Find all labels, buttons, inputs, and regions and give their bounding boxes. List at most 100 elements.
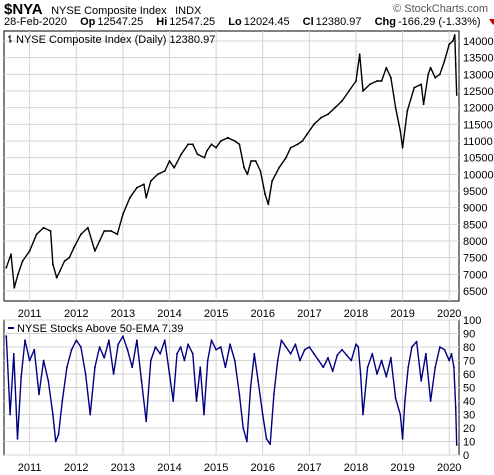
data-point — [226, 136, 229, 139]
x-tick-label: 2014 — [157, 308, 181, 320]
data-point — [434, 76, 437, 79]
data-point — [257, 379, 259, 382]
data-point — [183, 359, 186, 362]
data-point — [443, 60, 446, 62]
data-point — [68, 256, 71, 259]
data-point — [136, 186, 138, 189]
data-point — [191, 143, 194, 146]
data-point — [350, 359, 353, 362]
data-point — [362, 413, 364, 416]
data-point — [362, 90, 364, 92]
x-tick-label: 2012 — [64, 462, 88, 474]
breadth-legend: NYSE Stocks Above 50-EMA 7.39 — [17, 323, 183, 335]
data-point — [422, 103, 425, 106]
y-tick-label: 11000 — [463, 136, 493, 148]
data-point — [112, 373, 115, 375]
data-point — [5, 266, 8, 269]
data-point — [294, 343, 297, 346]
data-point — [203, 156, 206, 159]
open-label: Op — [80, 16, 96, 28]
data-point — [267, 203, 270, 206]
data-point — [313, 352, 315, 355]
x-tick-label: 2018 — [344, 462, 368, 474]
data-point — [369, 83, 371, 86]
data-point — [117, 343, 120, 346]
data-point — [149, 180, 152, 182]
data-point — [21, 260, 24, 262]
high-value: 12547.25 — [169, 16, 216, 28]
close-value: 12380.97 — [315, 16, 362, 28]
data-point — [75, 339, 78, 342]
y-tick-label: 10500 — [463, 153, 494, 165]
data-point — [238, 143, 241, 146]
data-point — [210, 339, 213, 342]
y-tick-label: 12000 — [463, 103, 494, 115]
x-tick-label: 2015 — [204, 308, 228, 320]
x-tick-label: 2016 — [250, 462, 274, 474]
data-point — [385, 375, 388, 378]
data-point — [156, 173, 159, 176]
y-tick-label: 13000 — [463, 69, 494, 81]
data-point — [206, 359, 209, 362]
data-point — [366, 366, 369, 369]
data-point — [376, 373, 378, 375]
data-point — [38, 393, 40, 396]
data-point — [280, 339, 283, 342]
data-point — [10, 253, 12, 256]
data-point — [229, 343, 232, 346]
data-point — [406, 110, 409, 112]
data-point — [80, 233, 82, 236]
x-tick-label: 2016 — [250, 308, 274, 320]
data-point — [122, 335, 124, 338]
x-tick-label: 2012 — [64, 308, 88, 320]
data-point — [210, 143, 213, 146]
data-point — [341, 100, 343, 102]
data-point — [33, 348, 36, 351]
x-tick-label: 2013 — [111, 308, 135, 320]
data-point — [242, 427, 245, 429]
data-point — [411, 346, 413, 348]
data-point — [429, 66, 432, 69]
data-point — [341, 348, 343, 351]
quote-row: 28-Feb-2020 Op 12547.25 Hi 12547.25 Lo 1202… — [4, 16, 494, 30]
ticker-symbol: $NYA — [4, 1, 43, 18]
data-point — [89, 413, 92, 416]
data-point — [390, 76, 392, 79]
data-point — [327, 356, 329, 359]
data-point — [98, 240, 101, 242]
data-point — [355, 343, 357, 346]
x-tick-label: 2020 — [437, 462, 461, 474]
y-tick-label: 0 — [463, 450, 469, 462]
high-label: Hi — [156, 16, 168, 28]
y-tick-label: 20 — [463, 423, 475, 435]
data-point — [163, 339, 166, 342]
data-point — [331, 370, 334, 373]
data-point — [453, 366, 455, 369]
data-point — [415, 340, 418, 343]
data-point — [168, 373, 171, 375]
data-point — [103, 230, 106, 232]
data-point — [407, 366, 410, 369]
data-point — [195, 400, 198, 402]
data-point — [172, 400, 175, 402]
data-point — [355, 80, 357, 82]
y-tick-label: 60 — [463, 369, 475, 381]
data-point — [122, 213, 124, 216]
data-point — [215, 146, 218, 149]
open-value: 12547.25 — [97, 16, 144, 28]
down-arrow-icon — [488, 19, 494, 26]
data-point — [348, 90, 350, 92]
data-point — [143, 183, 145, 186]
data-point — [390, 356, 392, 359]
data-point — [454, 406, 457, 409]
data-point — [380, 359, 383, 362]
data-point — [12, 352, 15, 355]
data-point — [180, 153, 183, 156]
title-row: $NYA NYSE Composite Index INDX — [4, 1, 201, 18]
change-value: -166.29 (-1.33%) — [398, 16, 481, 28]
data-point — [371, 352, 374, 355]
data-point — [61, 400, 64, 402]
data-point — [57, 433, 60, 436]
data-point — [380, 80, 383, 82]
data-point — [289, 352, 292, 355]
